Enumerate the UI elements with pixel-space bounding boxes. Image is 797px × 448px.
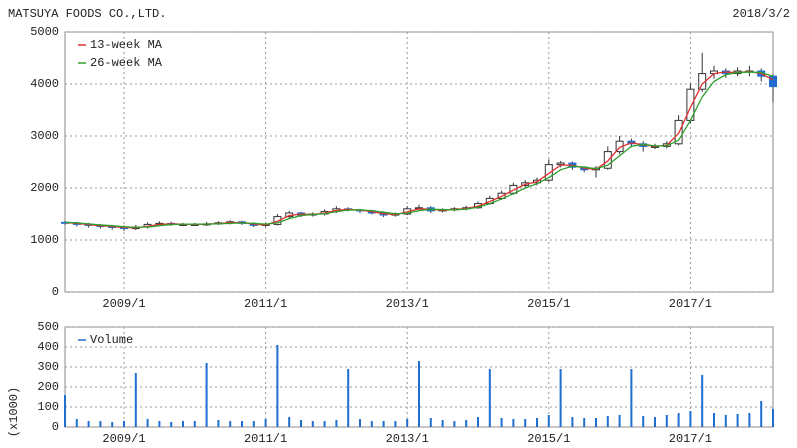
volume-bar (146, 419, 149, 427)
volume-bar (229, 421, 232, 427)
volume-bar (311, 421, 314, 427)
volume-bar (642, 416, 645, 427)
volume-bar (370, 421, 373, 427)
y-tick-label: 1000 (30, 233, 59, 247)
x-tick-label: 2013/1 (386, 432, 429, 446)
chart-title: MATSUYA FOODS CO.,LTD. (8, 7, 166, 21)
volume-bar (64, 395, 66, 427)
volume-bar (689, 411, 692, 427)
volume-bar (465, 420, 468, 427)
volume-bar (264, 419, 267, 427)
volume-bar (241, 421, 243, 427)
x-tick-label: 2015/1 (527, 432, 570, 446)
y-tick-label: 100 (37, 400, 59, 414)
volume-bar (500, 418, 503, 427)
candle-body (769, 75, 777, 88)
volume-bar (665, 415, 668, 427)
volume-bar (323, 421, 326, 427)
plot-area (64, 31, 774, 293)
y-axis-label: (x1000) (7, 387, 21, 437)
volume-bar (547, 415, 550, 427)
volume-bar (583, 418, 586, 427)
y-tick-label: 4000 (30, 77, 59, 91)
volume-bar (429, 418, 432, 427)
volume-bar (300, 420, 302, 427)
volume-bar (748, 413, 751, 427)
volume-bar (394, 421, 397, 427)
volume-bar (724, 415, 727, 427)
volume-bar (75, 419, 78, 427)
legend-label: 26-week MA (90, 56, 163, 70)
volume-bar (760, 401, 763, 427)
candle-body (273, 216, 282, 225)
volume-bar (382, 421, 385, 427)
volume-bar (335, 420, 338, 427)
volume-bar (288, 417, 291, 427)
x-tick-label: 2009/1 (102, 297, 145, 311)
y-tick-label: 2000 (30, 181, 59, 195)
y-tick-label: 300 (37, 360, 59, 374)
volume-bar (205, 363, 208, 427)
volume-bar (512, 419, 515, 427)
date-label: 2018/3/2 (732, 7, 790, 21)
volume-bar (524, 419, 527, 427)
legend-label: 13-week MA (90, 38, 163, 52)
volume-bar (536, 418, 538, 427)
volume-bar (406, 419, 409, 427)
volume-bar (87, 421, 90, 427)
ma-line (64, 71, 774, 228)
y-tick-label: 200 (37, 380, 59, 394)
volume-bar (347, 369, 350, 427)
volume-bar (630, 369, 633, 427)
candle-body (544, 164, 553, 181)
volume-bar (359, 419, 361, 427)
x-tick-label: 2009/1 (102, 432, 145, 446)
volume-bar (193, 421, 196, 427)
x-tick-label: 2011/1 (244, 432, 287, 446)
x-tick-label: 2013/1 (386, 297, 429, 311)
volume-bar (488, 369, 491, 427)
volume-bar (654, 417, 656, 427)
y-tick-label: 3000 (30, 129, 59, 143)
volume-bar (441, 420, 444, 427)
volume-bar (182, 421, 184, 427)
volume-bar (453, 421, 456, 427)
candle-body (556, 162, 565, 166)
x-tick-label: 2015/1 (527, 297, 570, 311)
x-tick-label: 2011/1 (244, 297, 287, 311)
volume-bar (123, 421, 125, 427)
volume-bar (595, 418, 597, 427)
volume-bar (217, 420, 220, 427)
volume-bar (252, 421, 255, 427)
volume-bar (559, 369, 562, 427)
volume-bar (571, 417, 574, 427)
candle-body (603, 151, 612, 169)
volume-bar (477, 417, 479, 427)
x-tick-label: 2017/1 (669, 432, 712, 446)
y-tick-label: 500 (37, 320, 59, 334)
y-tick-label: 5000 (30, 25, 59, 39)
volume-bar (99, 421, 102, 427)
volume-bar (606, 416, 609, 427)
volume-bar (677, 413, 680, 427)
volume-bar (618, 415, 621, 427)
volume-bar (713, 413, 715, 427)
volume-bar (170, 422, 173, 427)
volume-bar (134, 373, 137, 427)
volume-bar (736, 414, 739, 427)
y-tick-label: 400 (37, 340, 59, 354)
volume-bar (158, 421, 161, 427)
y-tick-label: 0 (52, 285, 59, 299)
volume-bar (276, 345, 279, 427)
volume-bar (111, 422, 114, 427)
volume-bar (701, 375, 704, 427)
y-tick-label: 0 (52, 420, 59, 434)
volume-bar (772, 409, 774, 427)
x-tick-label: 2017/1 (669, 297, 712, 311)
legend-label: Volume (90, 333, 133, 347)
volume-bar (418, 361, 420, 427)
